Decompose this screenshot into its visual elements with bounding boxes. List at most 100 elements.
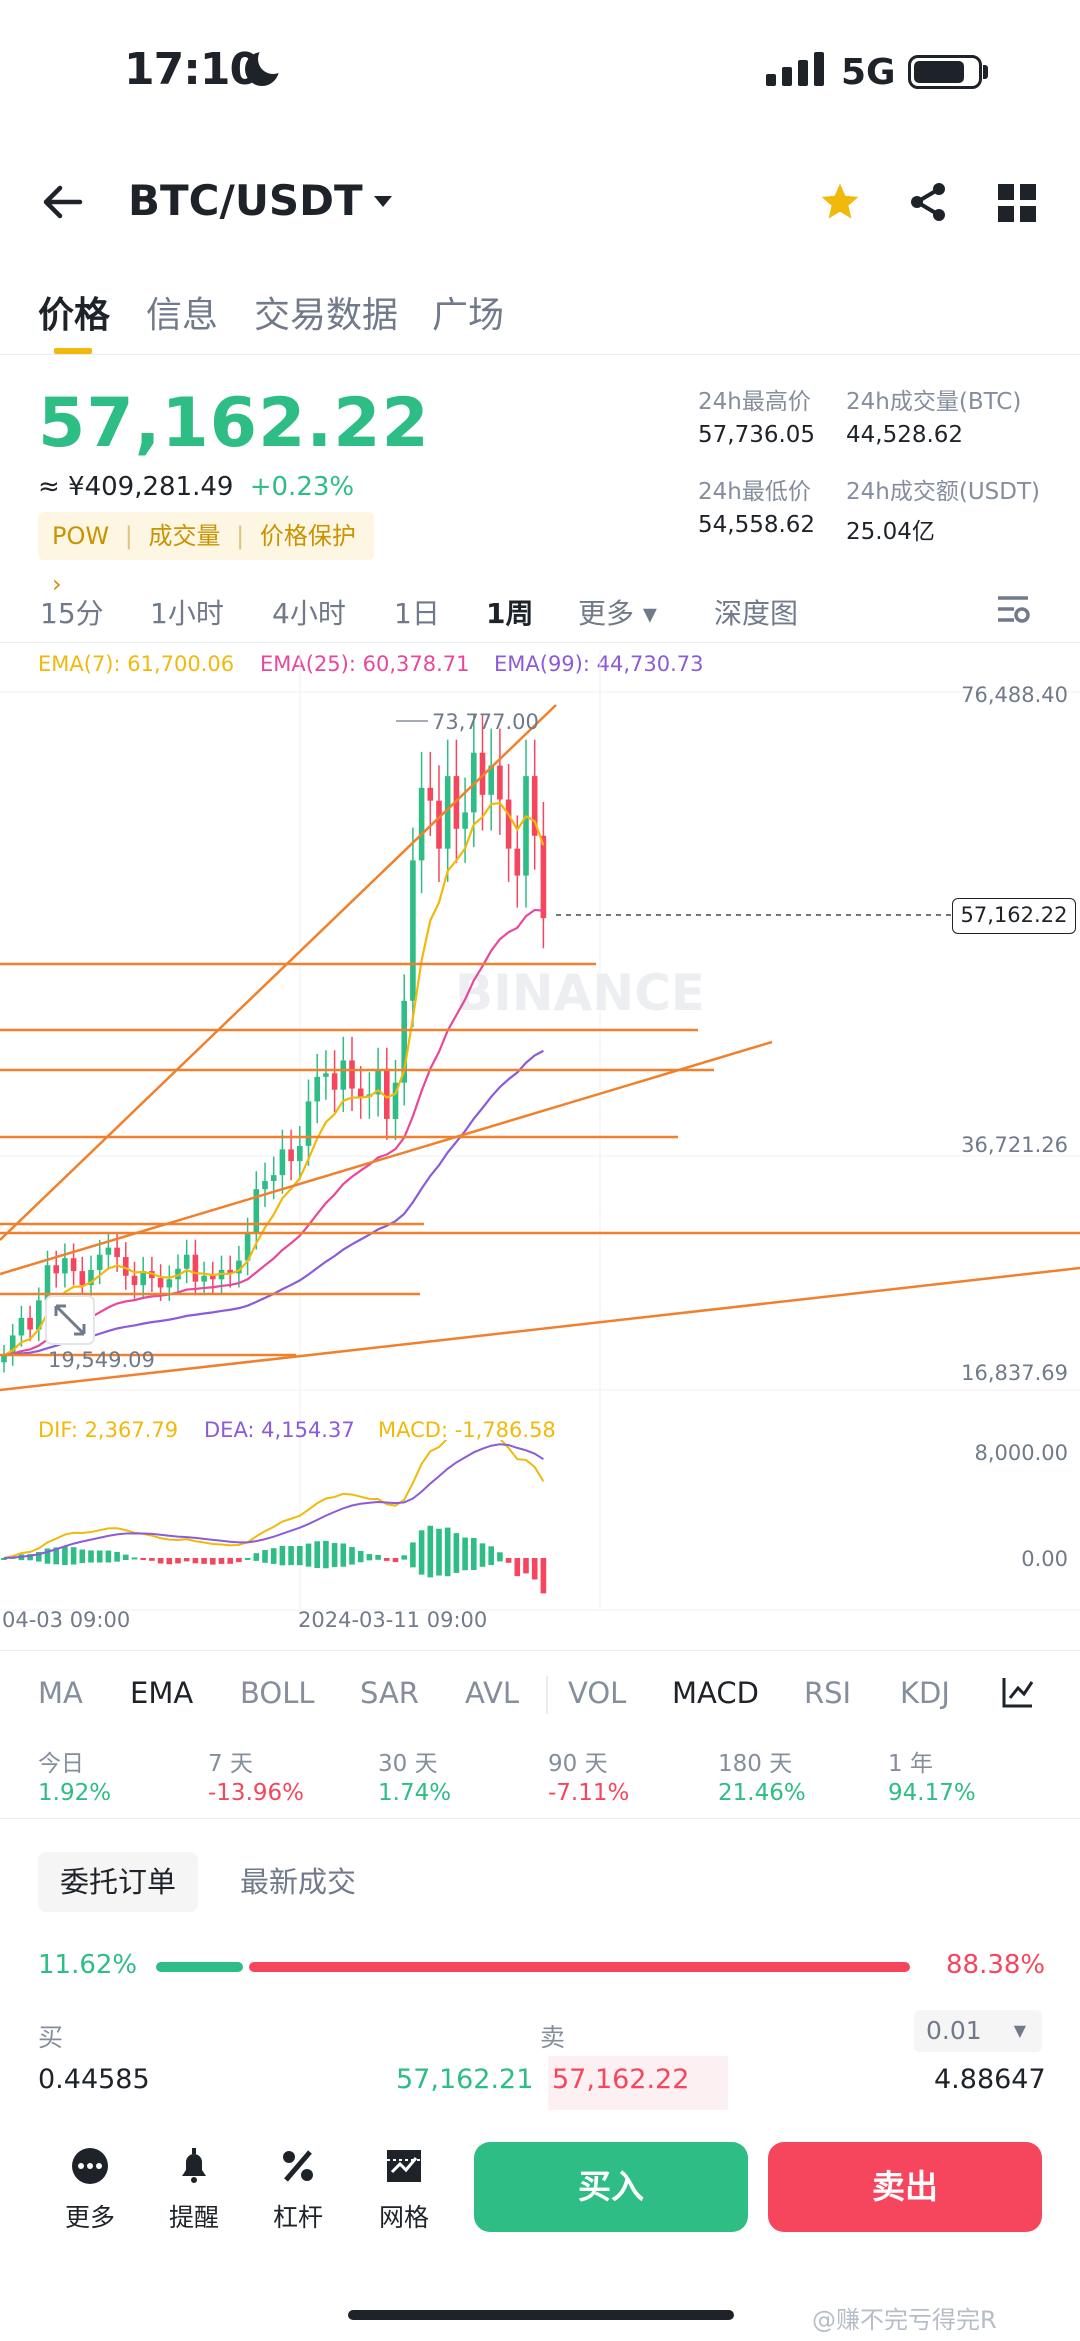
home-indicator[interactable] (348, 2310, 734, 2320)
candle (505, 799, 512, 849)
candle (36, 1300, 42, 1330)
candle (9, 1335, 16, 1356)
tab-order-book[interactable]: 委托订单 (38, 1852, 198, 1912)
candle (253, 1189, 260, 1234)
tab-square[interactable]: 广场 (432, 295, 505, 336)
nav-leverage[interactable]: 杠杆 (258, 2146, 338, 2234)
candle (540, 835, 547, 919)
macd-histogram-bar (436, 1528, 442, 1576)
indicator-sar[interactable]: SAR (360, 1676, 419, 1710)
interval-more[interactable]: 更多 ▾ (578, 597, 657, 630)
candle (192, 1254, 199, 1282)
buy-button[interactable]: 买入 (474, 2142, 748, 2232)
tag-price-protect[interactable]: 价格保护 › (52, 522, 356, 598)
star-icon[interactable] (818, 180, 862, 228)
indicator-ema[interactable]: EMA (130, 1676, 194, 1710)
active-tab-indicator (54, 348, 92, 354)
candle (236, 1260, 242, 1274)
perf-value: 21.46% (718, 1780, 806, 1806)
sell-button[interactable]: 卖出 (768, 2142, 1042, 2232)
indicator-kdj[interactable]: KDJ (900, 1676, 950, 1710)
trend-line-upper (0, 704, 557, 1241)
candle (105, 1247, 112, 1255)
macd-histogram-bar (401, 1555, 407, 1560)
share-icon[interactable] (906, 180, 950, 228)
macd-dif-line (3, 1440, 545, 1559)
candle (488, 765, 494, 795)
macd-histogram-bar (218, 1558, 225, 1564)
pair-title[interactable]: BTC/USDT (128, 176, 363, 225)
macd-histogram-bar (114, 1551, 120, 1562)
indicator-avl[interactable]: AVL (465, 1676, 519, 1710)
candle (270, 1175, 277, 1181)
macd-chart[interactable]: 8,000.00 0.00 (0, 1440, 1080, 1610)
candle (53, 1265, 59, 1274)
candle (401, 1000, 407, 1083)
macd-histogram-bar (323, 1540, 329, 1569)
perf-value: -7.11% (548, 1780, 630, 1806)
interval-1h[interactable]: 1小时 (150, 597, 224, 630)
tab-trading-data[interactable]: 交易数据 (254, 295, 399, 336)
macd-histogram-bar (540, 1558, 547, 1594)
tab-price[interactable]: 价格 (38, 295, 111, 336)
macd-dif-label: DIF: 2,367.79 (38, 1418, 179, 1442)
interval-1d[interactable]: 1日 (394, 597, 440, 630)
nav-grid-label: 网格 (378, 2203, 429, 2232)
tab-recent-trades[interactable]: 最新成交 (240, 1865, 357, 1899)
indicator-ma[interactable]: MA (38, 1676, 83, 1710)
nav-alert[interactable]: 提醒 (154, 2146, 234, 2234)
candle (314, 1076, 320, 1102)
price-chart[interactable]: BINANCE 73,777.00 19,549.09 76,488.40 36… (0, 650, 1080, 1650)
macd-histogram-bar (444, 1527, 451, 1577)
high-marker: 73,777.00 (432, 710, 539, 734)
interval-15m[interactable]: 15分 (40, 597, 104, 630)
tag-volume[interactable]: 成交量 (148, 522, 221, 550)
candle (114, 1247, 120, 1258)
nav-more[interactable]: 更多 (50, 2146, 130, 2234)
bid-price[interactable]: 57,162.21 (396, 2064, 534, 2095)
candle (427, 787, 434, 801)
chevron-down-icon: ▼ (1013, 2021, 1026, 2040)
candle (331, 1073, 338, 1090)
y-axis-bottom: 16,837.69 (961, 1361, 1068, 1385)
macd-y-top: 8,000.00 (974, 1441, 1068, 1465)
candle (123, 1257, 129, 1276)
stat-low: 54,558.62 (698, 512, 816, 538)
back-arrow-icon[interactable] (40, 180, 84, 224)
candle (479, 752, 486, 795)
x-axis-mid: 2024-03-11 09:00 (298, 1608, 488, 1632)
candle (384, 1070, 390, 1119)
candle (157, 1278, 164, 1288)
sell-label: 卖 (540, 2023, 566, 2052)
indicator-rsi[interactable]: RSI (804, 1676, 852, 1710)
precision-select[interactable]: 0.01 ▼ (914, 2010, 1042, 2052)
grid-icon[interactable] (998, 184, 1036, 226)
expand-icon[interactable] (45, 1295, 95, 1345)
tag-bar[interactable]: POW | 成交量 | 价格保护 › (38, 512, 374, 598)
macd-histogram-bar (523, 1558, 529, 1574)
macd-y-zero: 0.00 (1021, 1547, 1068, 1571)
tag-pow[interactable]: POW (52, 522, 110, 550)
macd-histogram-bar (514, 1558, 521, 1577)
tab-info[interactable]: 信息 (146, 295, 219, 336)
indicator-settings-icon[interactable] (1000, 1674, 1036, 1714)
macd-histogram-bar (105, 1550, 112, 1563)
candle (305, 1101, 312, 1146)
nav-grid[interactable]: 网格 (364, 2146, 444, 2234)
candle (357, 1088, 364, 1097)
indicator-vol[interactable]: VOL (568, 1676, 627, 1710)
depth-chart-tab[interactable]: 深度图 (714, 597, 799, 630)
dropdown-caret-icon[interactable] (372, 194, 394, 214)
candle (96, 1254, 103, 1270)
interval-1w[interactable]: 1周 (486, 597, 534, 630)
indicator-boll[interactable]: BOLL (240, 1676, 315, 1710)
stat-vol-btc-label: 24h成交量(BTC) (846, 389, 1022, 415)
chart-settings-icon[interactable] (996, 592, 1030, 630)
candle (497, 765, 503, 800)
perf-label: 7 天 (208, 1751, 253, 1777)
ask-price[interactable]: 57,162.22 (552, 2064, 690, 2095)
candle (244, 1233, 251, 1261)
candle (444, 776, 451, 849)
interval-4h[interactable]: 4小时 (272, 597, 346, 630)
indicator-macd[interactable]: MACD (672, 1676, 759, 1710)
